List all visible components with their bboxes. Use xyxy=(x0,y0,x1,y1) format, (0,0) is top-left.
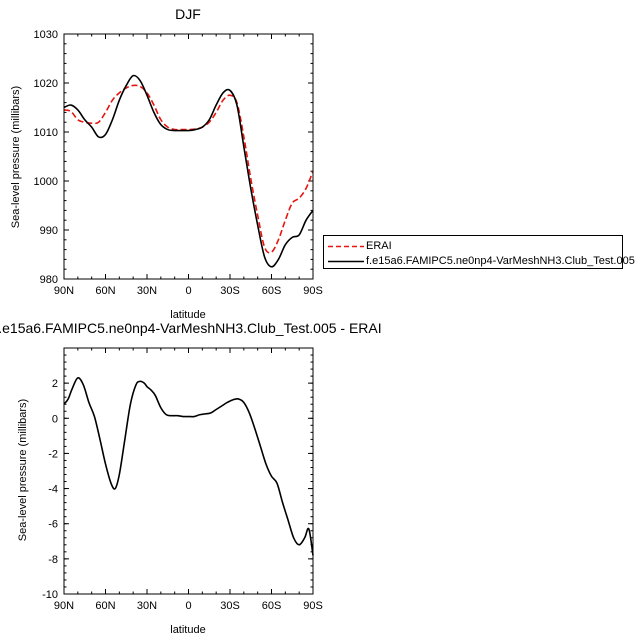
bottom-y-tick-label: 2 xyxy=(52,378,58,390)
legend-item-model: f.e15a6.FAMIPC5.ne0np4-VarMeshNH3.Club_T… xyxy=(324,253,635,269)
bottom-series-line-0 xyxy=(63,377,314,556)
bottom-panel: f.e15a6.FAMIPC5.ne0np4-VarMeshNH3.Club_T… xyxy=(0,320,382,636)
top-x-tick-label: 30S xyxy=(220,285,240,297)
bottom-x-tick-label: 90N xyxy=(54,600,74,612)
top-x-tick-label: 30N xyxy=(137,285,157,297)
top-y-tick-label: 1000 xyxy=(34,176,58,188)
legend-erai-label: ERAI xyxy=(366,240,392,252)
bottom-chart-title: f.e15a6.FAMIPC5.ne0np4-VarMeshNH3.Club_T… xyxy=(0,320,382,336)
bottom-y-tick-label: -2 xyxy=(48,448,58,460)
bottom-x-tick-label: 60N xyxy=(95,600,115,612)
bottom-y-tick-label: 0 xyxy=(52,413,58,425)
bottom-y-axis-label: Sea-level pressure (millibars) xyxy=(17,399,29,541)
bottom-x-tick-label: 30S xyxy=(220,600,240,612)
top-x-tick-label: 60S xyxy=(262,285,282,297)
top-x-tick-label: 90N xyxy=(54,285,74,297)
bottom-x-axis-label: latitude xyxy=(170,624,205,636)
legend-item-erai: ERAI xyxy=(324,238,622,254)
top-y-tick-label: 1010 xyxy=(34,127,58,139)
bottom-y-tick-label: -10 xyxy=(42,589,58,601)
bottom-x-tick-label: 60S xyxy=(262,600,282,612)
top-series-line-0 xyxy=(63,84,314,254)
top-x-tick-label: 0 xyxy=(185,285,191,297)
bottom-x-tick-label: 90S xyxy=(303,600,323,612)
legend-erai-swatch xyxy=(328,245,364,248)
top-x-tick-label: 90S xyxy=(303,285,323,297)
bottom-y-tick-label: -6 xyxy=(48,519,58,531)
top-plot-frame xyxy=(63,33,314,280)
top-y-tick-label: 1020 xyxy=(34,78,58,90)
top-y-axis-label: Sea-level pressure (millibars) xyxy=(10,86,22,228)
bottom-x-tick-label: 30N xyxy=(137,600,157,612)
legend-model-swatch xyxy=(328,260,364,263)
bottom-y-tick-label: -4 xyxy=(48,484,58,496)
top-y-tick-label: 980 xyxy=(40,274,58,286)
top-y-tick-label: 990 xyxy=(40,225,58,237)
bottom-plot-frame xyxy=(63,347,314,595)
top-panel: DJF Sea-level pressure (millibars) latit… xyxy=(10,6,323,321)
top-x-tick-label: 60N xyxy=(95,285,115,297)
legend-model-label: f.e15a6.FAMIPC5.ne0np4-VarMeshNH3.Club_T… xyxy=(366,255,635,267)
top-series-group xyxy=(63,74,314,268)
top-y-tick-label: 1030 xyxy=(34,29,58,41)
top-series-line-1 xyxy=(63,74,314,268)
top-x-axis-label: latitude xyxy=(170,309,205,321)
top-chart-title: DJF xyxy=(175,6,201,22)
bottom-series-group xyxy=(63,377,314,556)
bottom-x-tick-label: 0 xyxy=(185,600,191,612)
bottom-y-tick-label: -8 xyxy=(48,554,58,566)
top-legend: ERAI f.e15a6.FAMIPC5.ne0np4-VarMeshNH3.C… xyxy=(323,235,635,269)
